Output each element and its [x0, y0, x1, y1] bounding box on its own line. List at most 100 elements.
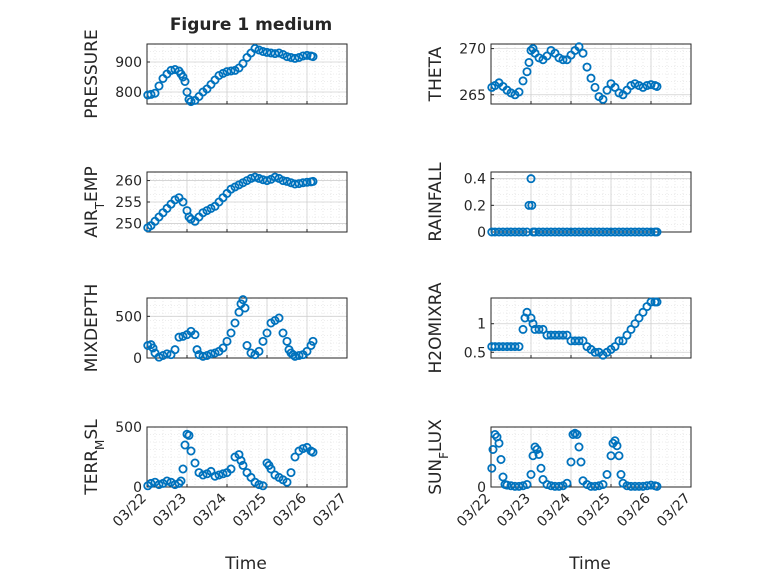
data-point	[242, 340, 252, 350]
subplot-rainfall: 0 0.2 0.4 RAINFALL	[426, 162, 692, 242]
data-point	[154, 480, 164, 490]
data-point	[528, 44, 538, 54]
data-point	[652, 81, 662, 91]
data-point	[288, 350, 298, 360]
data-point	[524, 200, 534, 210]
y-axis-label: MIXDEPTH	[82, 284, 102, 373]
data-point	[638, 307, 648, 317]
data-point	[294, 179, 304, 189]
data-point	[487, 463, 497, 473]
data-point	[222, 336, 232, 346]
data-point	[210, 471, 220, 481]
y-tick-label: 0	[133, 480, 142, 496]
data-point	[308, 176, 318, 186]
data-point	[176, 476, 186, 486]
data-point	[254, 173, 264, 183]
data-point	[622, 330, 632, 340]
data-point	[618, 336, 628, 346]
data-point	[250, 44, 260, 54]
axes-box	[490, 297, 692, 359]
data-point	[174, 332, 184, 342]
data-point	[282, 176, 292, 186]
y-tick-label: 0	[477, 480, 486, 496]
data-point	[534, 324, 544, 334]
y-tick-label: 500	[115, 420, 142, 436]
data-point	[258, 481, 268, 491]
y-tick-label: 260	[115, 174, 142, 190]
data-point	[266, 464, 276, 474]
data-point	[558, 55, 568, 65]
data-point	[286, 468, 296, 478]
data-point	[576, 457, 586, 467]
data-point	[532, 444, 542, 454]
data-point	[594, 481, 604, 491]
data-point	[298, 444, 308, 454]
data-point	[526, 469, 536, 479]
data-point	[634, 313, 644, 323]
data-point	[646, 297, 656, 307]
x-axis-label: Time	[568, 554, 611, 574]
data-point	[238, 460, 248, 470]
data-point	[598, 94, 608, 104]
data-point	[178, 197, 188, 207]
data-point	[494, 438, 504, 448]
data-point	[258, 336, 268, 346]
data-point	[514, 87, 524, 97]
data-point	[302, 50, 312, 60]
data-point	[240, 303, 250, 313]
data-point	[536, 463, 546, 473]
x-axis-label: Time	[224, 554, 267, 574]
data-point	[218, 469, 228, 479]
data-point	[180, 77, 190, 87]
y-axis-label: H2OMIXRA	[426, 282, 446, 373]
data-point	[218, 343, 228, 353]
subplot-air: 250 255 260 AIRTEMP	[82, 166, 348, 238]
data-point	[198, 470, 208, 480]
data-point	[162, 349, 172, 359]
data-point	[524, 57, 534, 67]
data-point	[186, 446, 196, 456]
data-point	[192, 345, 202, 355]
data-point	[258, 47, 268, 57]
data-point	[574, 42, 584, 52]
data-point	[638, 481, 648, 491]
data-point	[502, 480, 512, 490]
data-point	[262, 176, 272, 186]
axes-box	[490, 43, 692, 105]
y-tick-label: 800	[115, 85, 142, 101]
data-point	[294, 53, 304, 63]
data-point	[612, 441, 622, 451]
y-axis-label: TERRMSL	[82, 419, 107, 496]
y-axis-label: SUNFLUX	[426, 419, 451, 495]
data-point	[238, 295, 248, 305]
data-point	[614, 336, 624, 346]
data-point	[230, 318, 240, 328]
data-point	[234, 307, 244, 317]
data-point	[554, 481, 564, 491]
y-tick-label: 270	[459, 42, 486, 58]
data-point	[184, 430, 194, 440]
data-point	[514, 342, 524, 352]
data-point	[518, 481, 528, 491]
data-point	[190, 330, 200, 340]
data-point	[510, 342, 520, 352]
data-point	[646, 480, 656, 490]
data-point	[578, 336, 588, 346]
data-point	[630, 319, 640, 329]
data-point	[614, 451, 624, 461]
data-point	[274, 313, 284, 323]
data-point	[626, 324, 636, 334]
data-point	[610, 436, 620, 446]
data-point	[146, 89, 156, 99]
subplot-pressure: 800 900 PRESSURE	[82, 29, 348, 119]
y-axis-label: PRESSURE	[82, 29, 102, 118]
data-point	[254, 346, 264, 356]
data-point	[518, 76, 528, 86]
y-tick-label: 255	[115, 195, 142, 211]
data-point	[610, 342, 620, 352]
data-point	[222, 67, 232, 77]
data-point	[542, 479, 552, 489]
data-point	[602, 85, 612, 95]
y-tick-label: 500	[115, 309, 142, 325]
